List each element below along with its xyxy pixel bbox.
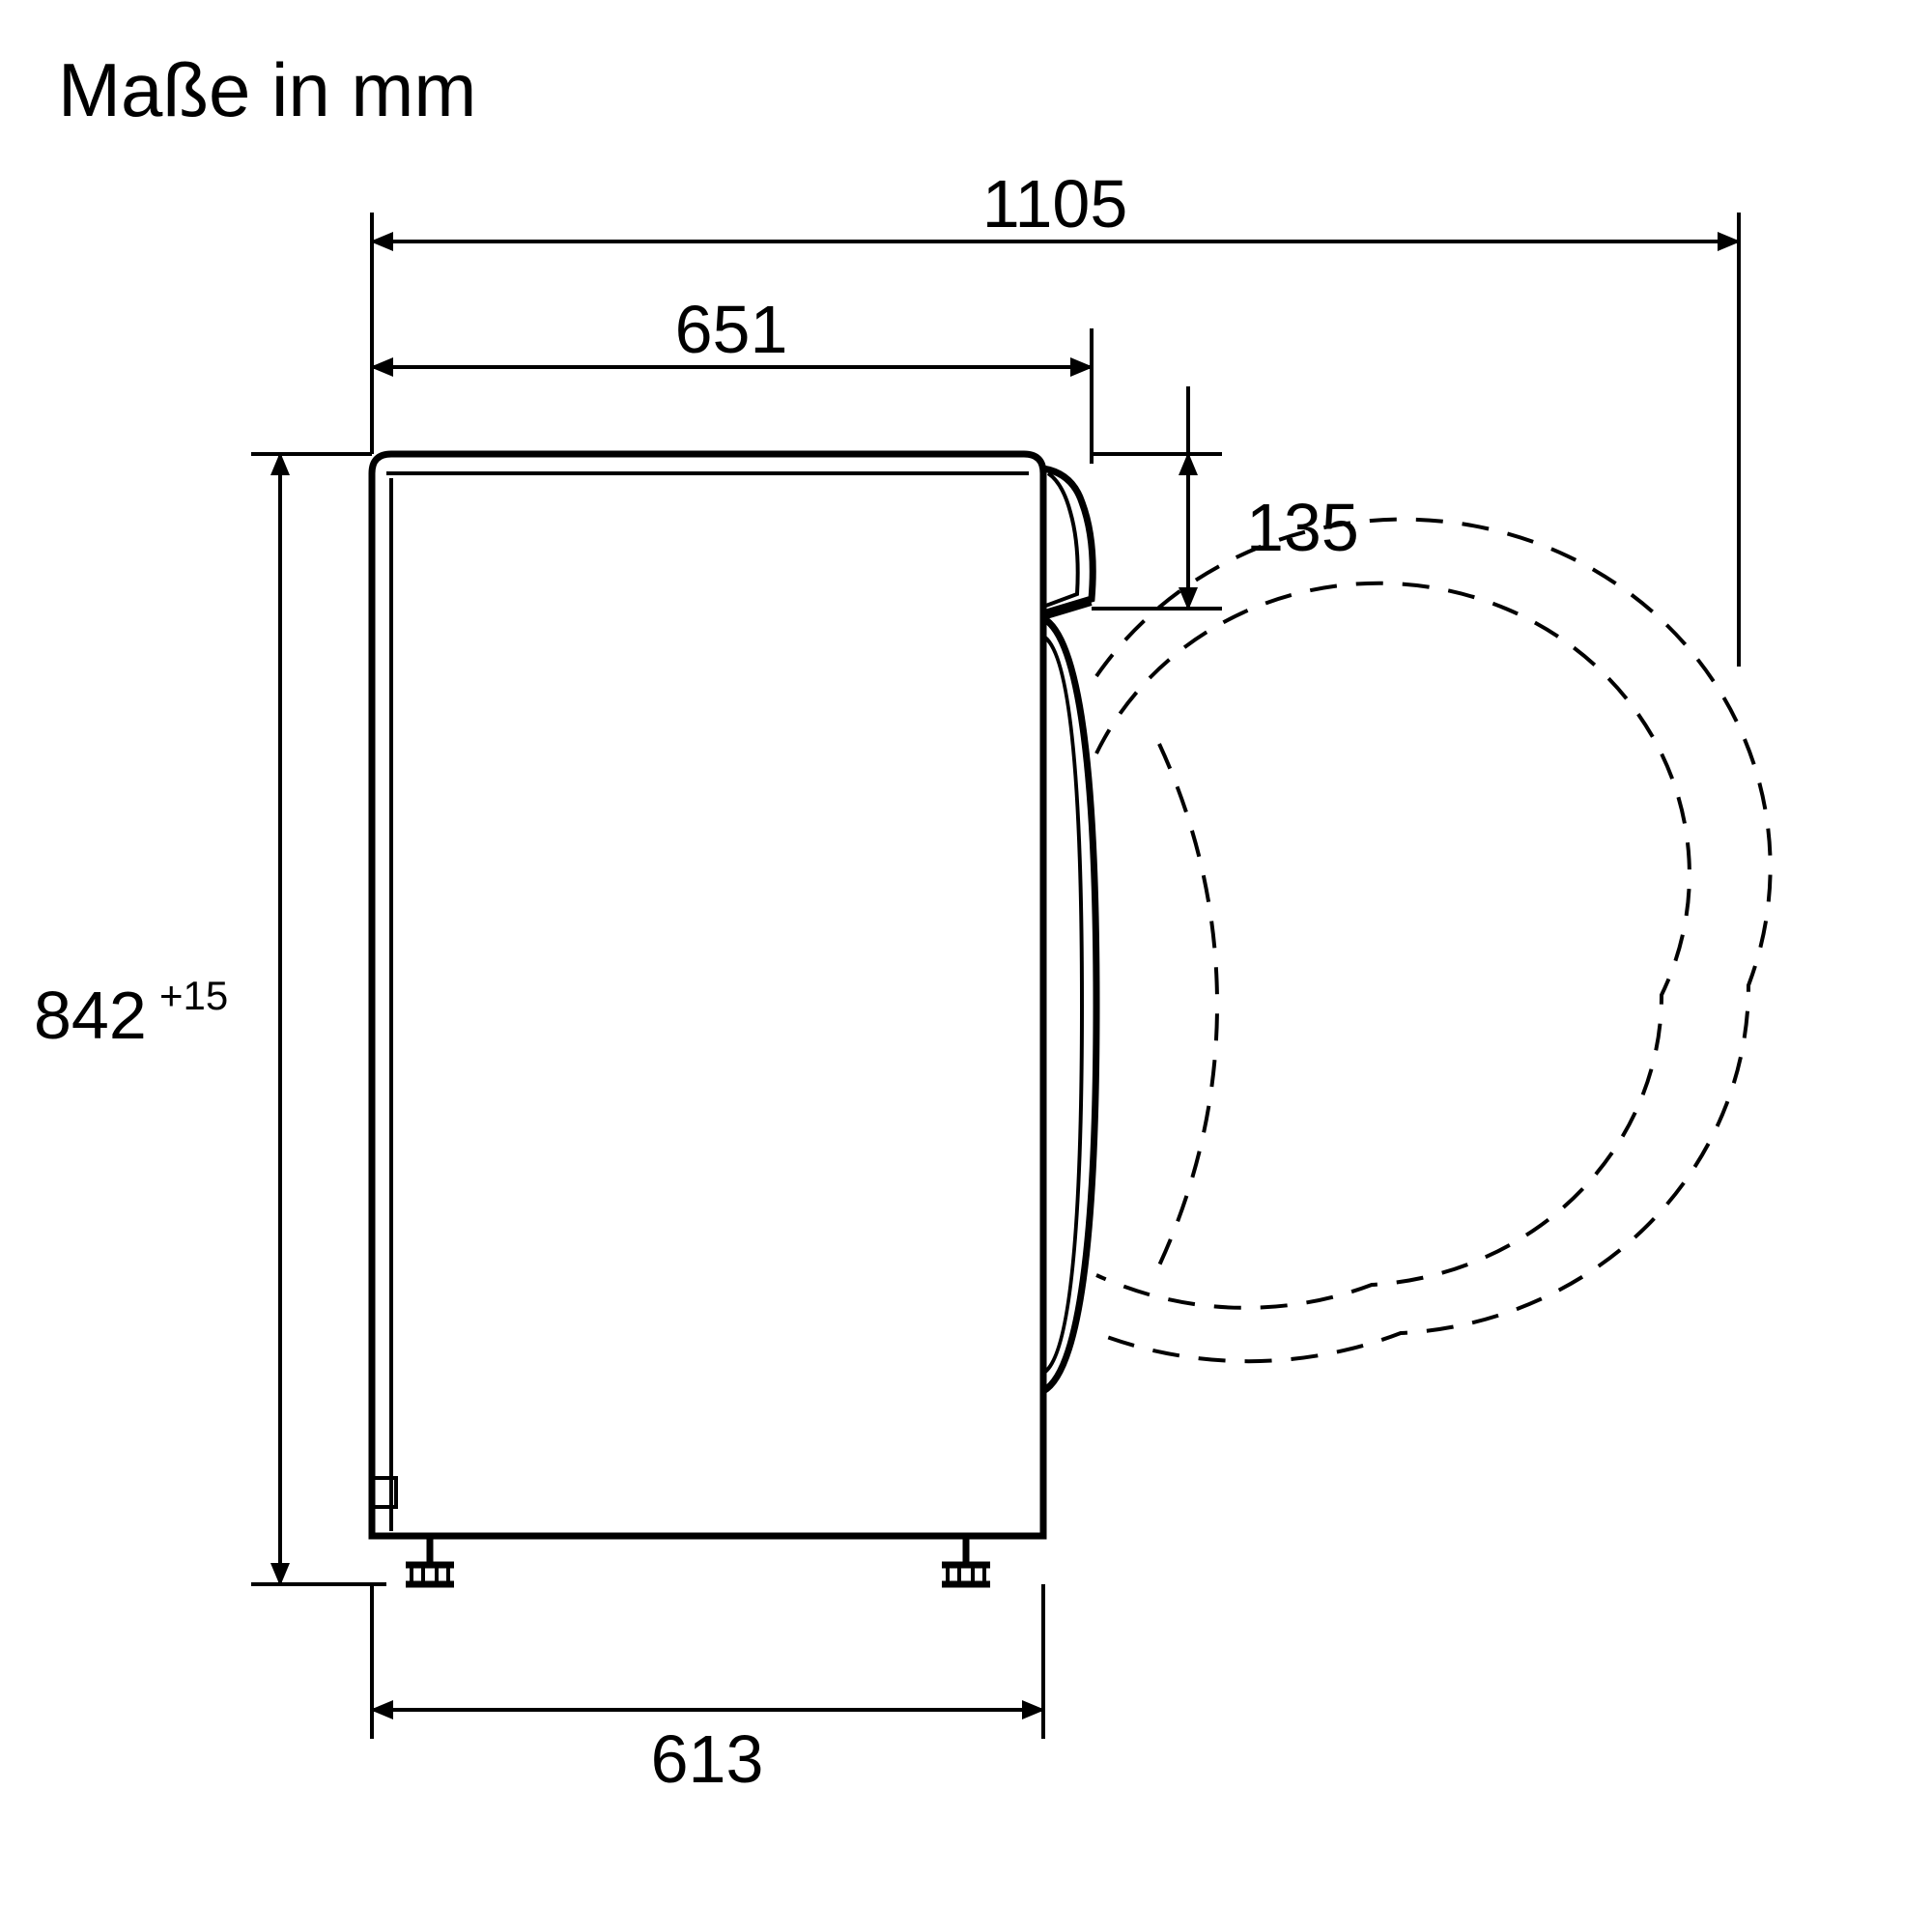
foot-left	[406, 1536, 454, 1584]
extension-lines	[251, 213, 1739, 1739]
dim-842-tol: +15	[159, 973, 228, 1018]
dimension-lines: 1105 651 613 842 +15 135	[34, 166, 1739, 1797]
dim-135: 135	[1246, 490, 1359, 565]
dimension-drawing: Maße in mm	[0, 0, 1932, 1932]
foot-right	[942, 1536, 990, 1584]
dim-842: 842	[34, 978, 147, 1053]
door-swing	[1096, 520, 1771, 1362]
title-text: Maße in mm	[58, 47, 476, 132]
dim-613: 613	[651, 1721, 764, 1797]
appliance-body	[372, 454, 1096, 1584]
dim-1105: 1105	[982, 166, 1128, 242]
dim-651: 651	[675, 292, 788, 367]
